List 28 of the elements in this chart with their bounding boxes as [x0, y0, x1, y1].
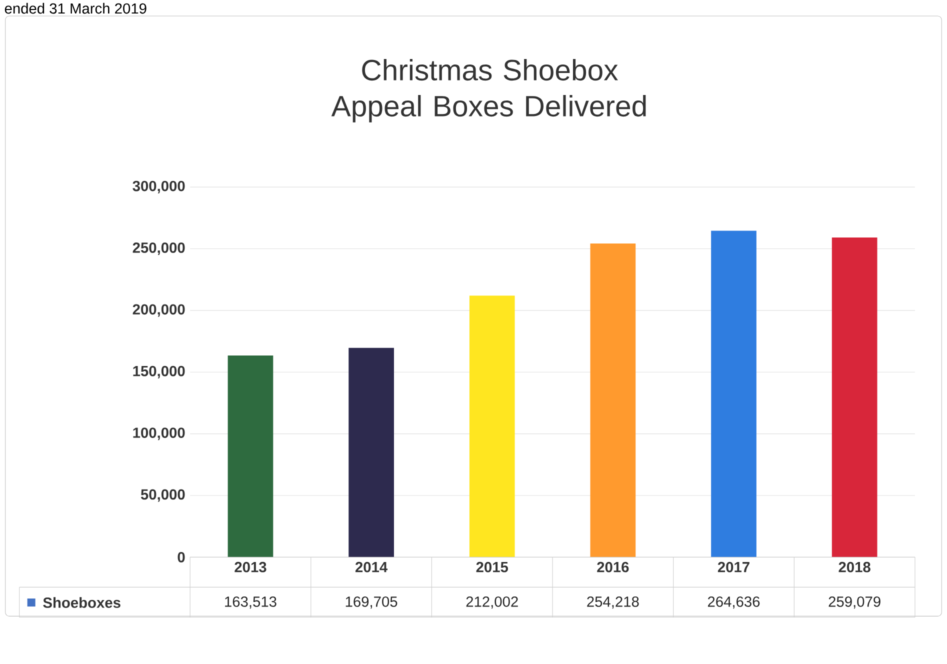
x-tick-label: 2014	[355, 562, 388, 572]
x-tick-label: 2015	[476, 562, 508, 572]
data-label: 212,002	[466, 596, 518, 608]
bar	[228, 355, 274, 558]
data-label: 264,636	[708, 596, 760, 608]
x-tick-label: 2018	[838, 562, 870, 572]
y-tick-label: 50,000	[140, 489, 185, 502]
data-label: 169,705	[346, 596, 398, 608]
data-label: 254,218	[587, 596, 639, 608]
y-tick-label: 150,000	[133, 366, 185, 378]
y-tick-label: 100,000	[133, 427, 185, 440]
x-tick-label: 2017	[718, 562, 750, 572]
text: ended 31 March 2019	[4, 2, 146, 14]
bar	[590, 243, 636, 558]
x-tick-label: 2016	[597, 562, 629, 572]
bar	[469, 296, 515, 558]
bar	[711, 230, 756, 558]
bar	[832, 237, 878, 558]
data-label: 163,513	[225, 596, 276, 608]
chart-title: Christmas Shoebox Appeal Boxes Delivered	[331, 58, 646, 122]
data-label: 259,079	[828, 596, 880, 608]
y-tick-label: 250,000	[132, 242, 185, 255]
y-tick-label: 200,000	[132, 304, 185, 317]
x-tick-label: 2013	[234, 562, 266, 572]
bar	[348, 348, 394, 558]
y-tick-label: 0	[178, 552, 185, 562]
y-tick-label: 300,000	[132, 180, 185, 194]
text: Shoeboxes	[43, 597, 120, 608]
